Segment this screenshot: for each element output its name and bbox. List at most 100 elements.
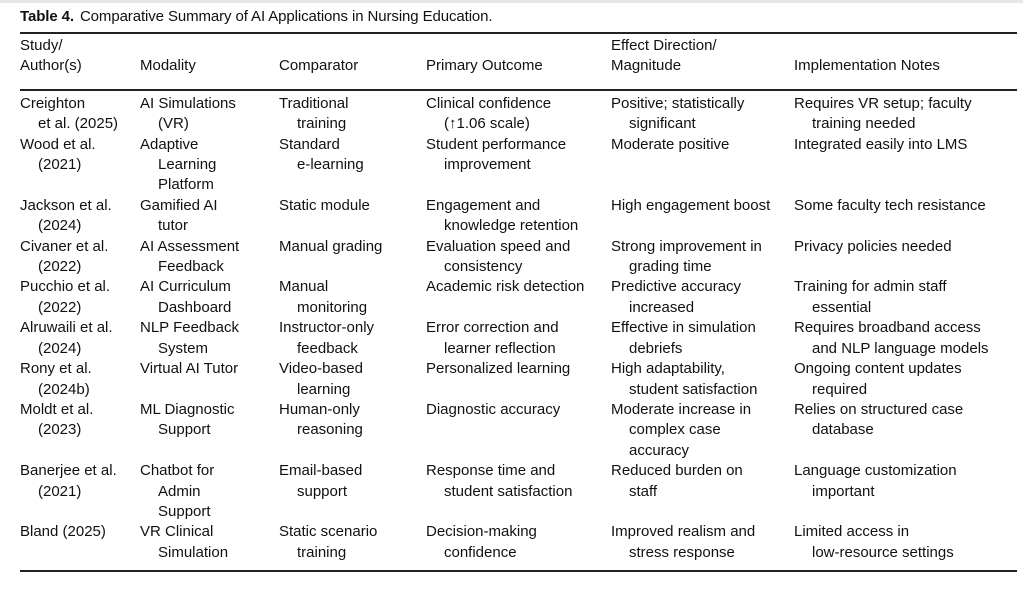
cell-text: Student performance improvement: [426, 135, 567, 174]
cell-comparator: Email-based support: [279, 461, 426, 522]
page-top-edge: [0, 0, 1023, 3]
cell-text: Gamified AI tutor: [140, 196, 218, 235]
cell-effect: Strong improvement in grading time: [611, 237, 794, 278]
cell-study: Bland (2025): [20, 522, 140, 563]
cell-text: ML Diagnostic Support: [140, 400, 235, 439]
cell-modality: Virtual AI Tutor: [140, 359, 279, 400]
cell-text: Rony et al. (2024b): [20, 360, 92, 398]
cell-implementation-notes: Language customization important: [794, 461, 1017, 522]
top-rule: [20, 32, 1017, 34]
cell-study: Pucchio et al. (2022): [20, 277, 140, 318]
cell-primary-outcome: Evaluation speed and consistency: [426, 237, 611, 278]
cell-text: Email-based support: [279, 462, 363, 500]
cell-text: Academic risk detection: [426, 278, 585, 296]
table-label: Table 4.: [20, 8, 74, 25]
cell-text: Pucchio et al. (2022): [20, 278, 111, 316]
cell-text: Requires broadband access and NLP langua…: [794, 319, 989, 357]
cell-study: Moldt et al. (2023): [20, 400, 140, 461]
cell-effect: High adaptability, student satisfaction: [611, 359, 794, 400]
cell-effect: Reduced burden on staff: [611, 461, 794, 522]
cell-implementation-notes: Requires VR setup; faculty training need…: [794, 87, 1017, 135]
cell-comparator: Static module: [279, 196, 426, 237]
cell-implementation-notes: Some faculty tech resistance: [794, 196, 1017, 237]
cell-modality: NLP Feedback System: [140, 318, 279, 359]
cell-study: Creighton et al. (2025): [20, 87, 140, 135]
cell-primary-outcome: Response time and student satisfaction: [426, 461, 611, 522]
cell-text: Some faculty tech resistance: [794, 196, 986, 214]
cell-text: Moderate increase in complex case accura…: [611, 400, 752, 459]
table-row: Bland (2025) VR Clinical Simulation Static…: [20, 522, 1017, 563]
cell-text: Bland (2025): [20, 523, 106, 541]
cell-implementation-notes: Limited access in low-resource settings: [794, 522, 1017, 563]
cell-text: Civaner et al. (2022): [20, 237, 109, 276]
cell-text: Diagnostic accuracy: [426, 400, 561, 418]
cell-study: Wood et al. (2021): [20, 135, 140, 196]
cell-text: NLP Feedback System: [140, 319, 239, 357]
cell-text: Engagement and knowledge retention: [426, 196, 579, 235]
cell-text: Ongoing content updates required: [794, 360, 962, 398]
table-title: Comparative Summary of AI Applications i…: [79, 8, 493, 25]
cell-comparator: Video-based learning: [279, 359, 426, 400]
cell-modality: VR Clinical Simulation: [140, 522, 279, 563]
cell-text: Effective in simulation debriefs: [611, 319, 756, 357]
table-row: Wood et al. (2021) Adaptive Learning Plat…: [20, 135, 1017, 196]
cell-text: Moldt et al. (2023): [20, 400, 94, 439]
cell-primary-outcome: Personalized learning: [426, 359, 611, 400]
cell-effect: High engagement boost: [611, 196, 794, 237]
cell-effect: Moderate increase in complex case accura…: [611, 400, 794, 461]
cell-modality: Chatbot for Admin Support: [140, 461, 279, 522]
cell-primary-outcome: Engagement and knowledge retention: [426, 196, 611, 237]
table-row: Moldt et al. (2023) ML Diagnostic Support…: [20, 400, 1017, 461]
cell-implementation-notes: Requires broadband access and NLP langua…: [794, 318, 1017, 359]
cell-primary-outcome: Decision-making confidence: [426, 522, 611, 563]
cell-implementation-notes: Ongoing content updates required: [794, 359, 1017, 400]
cell-text: Static scenario training: [279, 523, 378, 561]
column-header-primary-outcome: Primary Outcome: [426, 57, 543, 75]
cell-text: Moderate positive: [611, 135, 730, 153]
cell-text: Language customization important: [794, 462, 957, 500]
cell-effect: Predictive accuracy increased: [611, 277, 794, 318]
cell-text: Improved realism and stress response: [611, 523, 756, 561]
cell-text: Banerjee et al. (2021): [20, 462, 117, 500]
table-row: Creighton et al. (2025) AI Simulations (V…: [20, 87, 1017, 135]
cell-implementation-notes: Integrated easily into LMS: [794, 135, 1017, 196]
cell-implementation-notes: Privacy policies needed: [794, 237, 1017, 278]
cell-comparator: Standard e-learning: [279, 135, 426, 196]
cell-effect: Moderate positive: [611, 135, 794, 196]
cell-text: Personalized learning: [426, 360, 571, 378]
cell-effect: Positive; statistically significant: [611, 87, 794, 135]
column-header-effect: Effect Direction/ Magnitude: [611, 37, 717, 75]
cell-text: VR Clinical Simulation: [140, 523, 229, 561]
column-header-implementation-notes: Implementation Notes: [794, 57, 940, 75]
cell-text: Evaluation speed and consistency: [426, 237, 571, 276]
cell-text: Jackson et al. (2024): [20, 196, 112, 235]
table-row: Banerjee et al. (2021) Chatbot for Admin …: [20, 461, 1017, 522]
cell-modality: AI Curriculum Dashboard: [140, 277, 279, 318]
cell-modality: ML Diagnostic Support: [140, 400, 279, 461]
cell-text: Training for admin staff essential: [794, 278, 947, 316]
cell-study: Rony et al. (2024b): [20, 359, 140, 400]
cell-text: Adaptive Learning Platform: [140, 135, 217, 194]
cell-text: Integrated easily into LMS: [794, 135, 968, 153]
cell-text: Predictive accuracy increased: [611, 278, 742, 316]
column-header-comparator: Comparator: [279, 57, 359, 75]
cell-text: Wood et al. (2021): [20, 135, 96, 174]
cell-effect: Effective in simulation debriefs: [611, 318, 794, 359]
cell-effect: Improved realism and stress response: [611, 522, 794, 563]
cell-primary-outcome: Student performance improvement: [426, 135, 611, 196]
header-rule: [20, 89, 1017, 91]
cell-text: High adaptability, student satisfaction: [611, 360, 758, 398]
cell-text: AI Simulations (VR): [140, 94, 236, 133]
cell-text: Virtual AI Tutor: [140, 360, 239, 378]
cell-text: Manual monitoring: [279, 278, 368, 316]
table-row: Pucchio et al. (2022) AI Curriculum Dashb…: [20, 277, 1017, 318]
cell-text: Alruwaili et al. (2024): [20, 319, 113, 357]
cell-study: Banerjee et al. (2021): [20, 461, 140, 522]
cell-text: Video-based learning: [279, 360, 363, 398]
cell-text: Privacy policies needed: [794, 237, 952, 255]
cell-modality: AI Assessment Feedback: [140, 237, 279, 278]
cell-text: Chatbot for Admin Support: [140, 462, 215, 520]
cell-study: Alruwaili et al. (2024): [20, 318, 140, 359]
cell-text: Human-only reasoning: [279, 400, 363, 439]
cell-text: Positive; statistically significant: [611, 94, 745, 133]
